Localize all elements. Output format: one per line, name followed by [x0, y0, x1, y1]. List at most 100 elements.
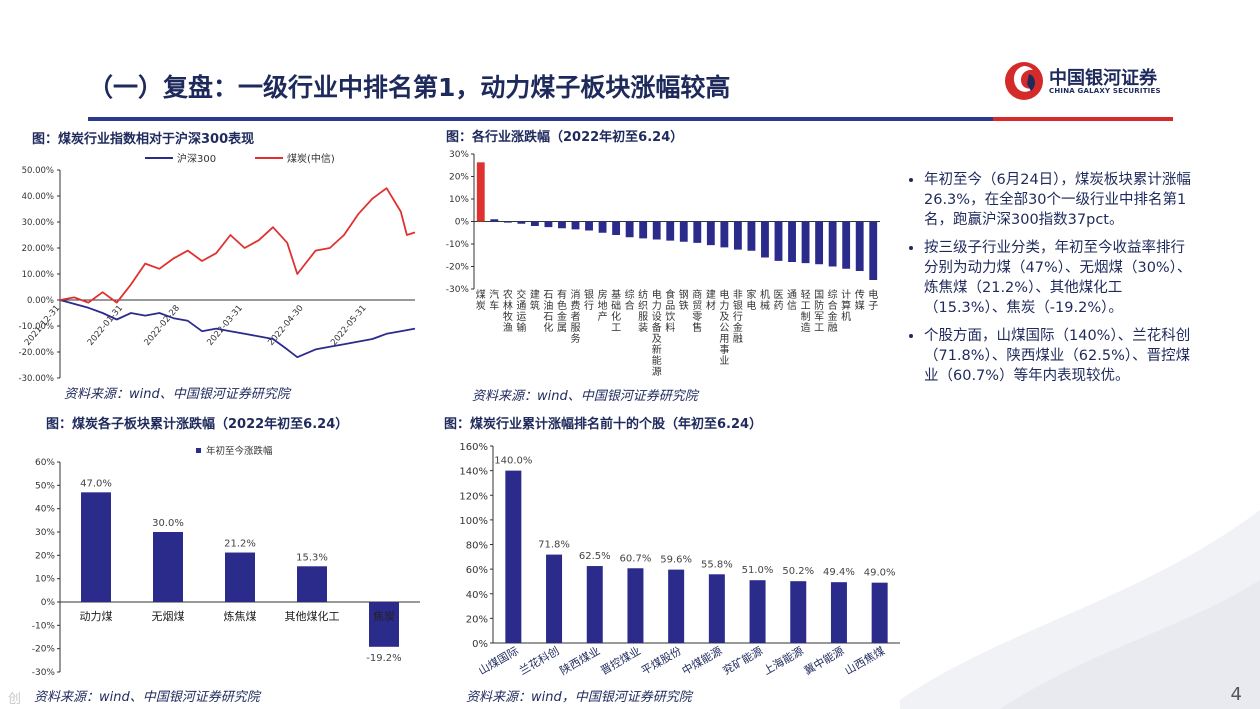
data-label: -19.2% — [366, 653, 401, 664]
category-label: 山西焦煤 — [843, 644, 888, 677]
category-label: 兰花科创 — [516, 643, 561, 677]
page-title: （一）复盘：一级行业中排名第1，动力煤子板块涨幅较高 — [88, 73, 731, 102]
bar — [297, 566, 327, 602]
data-label: 60.7% — [620, 553, 652, 564]
y-tick-label: 20.00% — [22, 244, 54, 254]
category-label: 上海能源 — [761, 643, 806, 677]
y-tick-label: -20.00% — [19, 348, 54, 358]
bar — [585, 221, 593, 231]
bar — [679, 221, 688, 242]
x-tick-label: 2022-01-31 — [86, 304, 125, 348]
y-tick-label: 0% — [455, 218, 470, 228]
sub-chart-title: 图：煤炭各子板块累计涨跌幅（2022年初至6.24） — [46, 417, 349, 432]
category-label: 汽车 — [489, 288, 499, 312]
y-tick-label: 0% — [472, 639, 488, 650]
category-label: 轻工制造 — [801, 288, 811, 334]
data-label: 15.3% — [296, 552, 328, 563]
data-label: 55.8% — [701, 559, 733, 570]
bar — [668, 569, 685, 643]
category-label: 基础化工 — [611, 288, 621, 334]
y-tick-label: 20% — [35, 551, 55, 561]
category-label: 中煤能源 — [679, 643, 724, 677]
sub-chart-source: 资料来源：wind、中国银河证券研究院 — [34, 690, 260, 705]
bar — [693, 221, 702, 243]
legend-label: 年初至今涨跌幅 — [206, 445, 273, 457]
y-tick-label: 40% — [35, 505, 55, 515]
y-tick-label: 50.00% — [22, 166, 54, 176]
legend-swatch — [196, 448, 201, 453]
summary-bullets: 年初至今（6月24日），煤炭板块累计涨幅26.3%，在全部30个一级行业中排名第… — [902, 170, 1192, 394]
bar — [790, 581, 807, 643]
y-tick-label: 30% — [449, 150, 469, 160]
company-logo: 中国银河证券 CHINA GALAXY SECURITIES — [1003, 60, 1183, 104]
y-tick-label: 120% — [459, 491, 488, 502]
data-label: 51.0% — [742, 565, 774, 576]
category-label: 晋控煤业 — [598, 643, 643, 677]
category-label: 电力及公用事业 — [719, 288, 729, 367]
bar — [530, 221, 539, 226]
bar — [733, 221, 742, 250]
data-label: 21.2% — [224, 539, 256, 550]
bar — [598, 221, 607, 233]
y-tick-label: -30% — [446, 285, 470, 295]
data-label: 62.5% — [579, 551, 611, 562]
bar — [546, 554, 563, 643]
stocks-chart-source: 资料来源：wind，中国银河证券研究院 — [466, 690, 692, 705]
y-tick-label: 80% — [466, 541, 488, 552]
bullet-item: 按三级子行业分类，年初至今收益率排行分别为动力煤（47%）、无烟煤（30%）、炼… — [924, 238, 1192, 318]
bar — [490, 219, 499, 222]
y-tick-label: 20% — [466, 614, 488, 625]
category-label: 石油石化 — [543, 290, 553, 334]
category-label: 交通运输 — [516, 288, 526, 334]
bullet-item: 年初至今（6月24日），煤炭板块累计涨幅26.3%，在全部30个一级行业中排名第… — [924, 170, 1192, 230]
y-tick-label: 60% — [35, 458, 55, 468]
y-tick-label: 40% — [466, 590, 488, 601]
legend-label: 煤炭(中信) — [287, 152, 335, 165]
category-label: 兖矿能源 — [720, 643, 765, 677]
category-label: 综合金融 — [828, 288, 838, 334]
title-underline — [88, 117, 993, 121]
y-tick-label: -10% — [446, 240, 470, 250]
category-label: 炼焦煤 — [224, 609, 257, 623]
x-tick-label: 2022-03-31 — [205, 304, 244, 348]
y-tick-label: 10% — [449, 195, 469, 205]
bar — [871, 582, 888, 643]
bar — [855, 221, 864, 271]
bar — [153, 532, 183, 602]
watermark: 创 — [8, 692, 22, 707]
industry-bar-chart: 30% 20% 10% 0% -10% -20% -30% 煤炭汽车农林牧渔交通运输建筑石油石… — [446, 150, 880, 378]
data-label: 71.8% — [538, 540, 570, 551]
logo-icon — [1005, 62, 1043, 100]
bar — [788, 221, 796, 262]
stocks-chart-title: 图：煤炭行业累计涨幅排名前十的个股（年初至6.24） — [444, 417, 763, 432]
category-label: 非银行金融 — [733, 289, 743, 345]
category-label: 建筑 — [530, 288, 540, 312]
line-chart-source: 资料来源：wind、中国银河证券研究院 — [64, 387, 290, 402]
category-label: 陕西煤业 — [557, 643, 602, 677]
data-label: 30.0% — [152, 518, 184, 529]
bar — [625, 221, 634, 238]
series-line — [59, 299, 416, 359]
data-label: 49.0% — [864, 568, 896, 579]
data-label: 140.0% — [494, 456, 532, 467]
bar — [761, 221, 769, 258]
bar — [558, 221, 566, 229]
bar — [517, 221, 526, 224]
category-label: 有色金属 — [557, 288, 567, 334]
category-label: 钢铁 — [679, 288, 689, 312]
bar — [652, 221, 661, 240]
category-label: 房地产 — [598, 288, 608, 323]
y-tick-label: 0% — [41, 598, 56, 608]
bar — [801, 221, 810, 264]
category-label: 医药 — [774, 289, 784, 312]
category-label: 家电 — [746, 288, 756, 312]
bar — [830, 582, 847, 643]
bar — [747, 221, 756, 251]
data-label: 50.2% — [782, 566, 814, 577]
bar — [586, 566, 603, 643]
y-tick-label: 140% — [459, 467, 488, 478]
category-label: 平煤股份 — [639, 644, 684, 677]
y-tick-label: 60% — [466, 565, 488, 576]
y-tick-label: 0.00% — [27, 296, 54, 306]
bar — [774, 221, 783, 261]
